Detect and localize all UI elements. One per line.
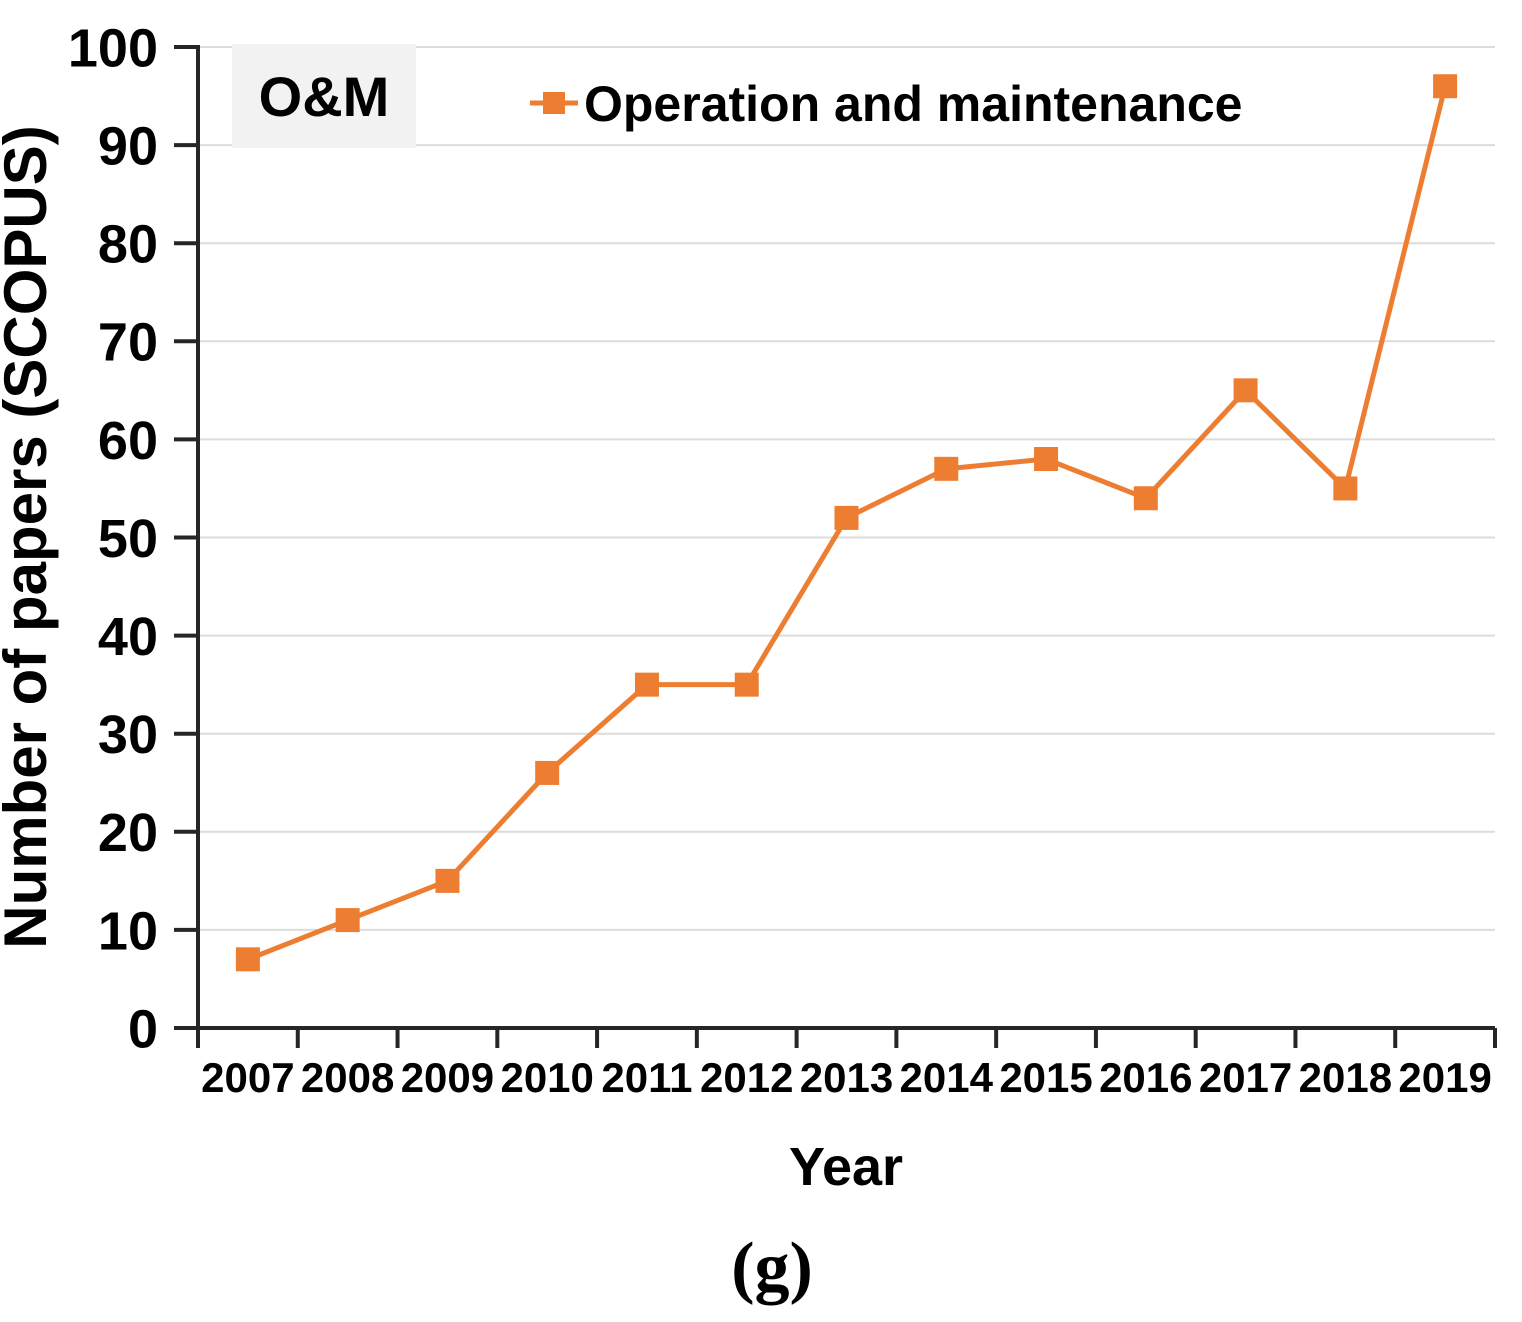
data-point-marker [435,868,460,893]
axes [174,45,1497,1048]
y-axis-title: Number of papers (SCOPUS) [0,125,59,948]
y-tick-label: 60 [98,411,158,471]
y-tick-label: 10 [98,901,158,961]
x-tick-label: 2019 [1398,1054,1491,1101]
y-axis-tick-labels: 0 10 20 30 40 50 60 70 80 90 100 [68,18,158,1059]
x-tick-label: 2013 [800,1054,893,1101]
data-point-marker [535,760,560,785]
x-tick-label: 2017 [1199,1054,1292,1101]
legend: Operation and maintenance [530,76,1242,132]
data-point-marker [934,456,959,481]
gridlines [198,46,1495,931]
y-tick-label: 30 [98,705,158,765]
x-tick-label: 2007 [201,1054,294,1101]
data-point-marker [235,947,260,972]
x-tick-label: 2014 [900,1054,994,1101]
y-tick-label: 40 [98,607,158,667]
y-tick-label: 70 [98,313,158,373]
data-point-marker [634,672,659,697]
x-tick-label: 2018 [1299,1054,1392,1101]
x-tick-label: 2011 [601,1054,692,1101]
x-tick-label: 2010 [500,1054,593,1101]
legend-label: Operation and maintenance [584,76,1242,132]
data-point-marker [1133,486,1158,511]
y-tick-label: 0 [128,999,158,1059]
x-tick-label: 2016 [1099,1054,1192,1101]
x-axis-tick-labels: 2007 2008 2009 2010 2011 2012 2013 2014 2015 2016… [201,1054,1492,1101]
annotation-box: O&M [232,44,416,148]
y-tick-label: 100 [68,18,158,78]
data-point-marker [1034,447,1059,472]
data-point-marker [1233,378,1258,403]
data-point-marker [834,505,859,530]
figure-caption: (g) [731,1229,813,1306]
x-axis-title: Year [789,1137,903,1197]
data-point-marker [335,908,360,933]
data-point-marker [734,672,759,697]
y-tick-label: 80 [98,215,158,275]
x-tick-label: 2009 [401,1054,494,1101]
y-tick-label: 20 [98,803,158,863]
data-point-marker [1333,476,1358,501]
x-tick-label: 2012 [700,1054,793,1101]
x-tick-label: 2008 [301,1054,394,1101]
annotation-background [232,44,416,148]
data-series [235,74,1458,972]
y-tick-label: 50 [98,509,158,569]
x-tick-label: 2015 [999,1054,1092,1101]
data-point-marker [1433,74,1458,99]
annotation-label: O&M [259,65,390,128]
legend-marker-icon [543,92,565,114]
y-tick-label: 90 [98,117,158,177]
